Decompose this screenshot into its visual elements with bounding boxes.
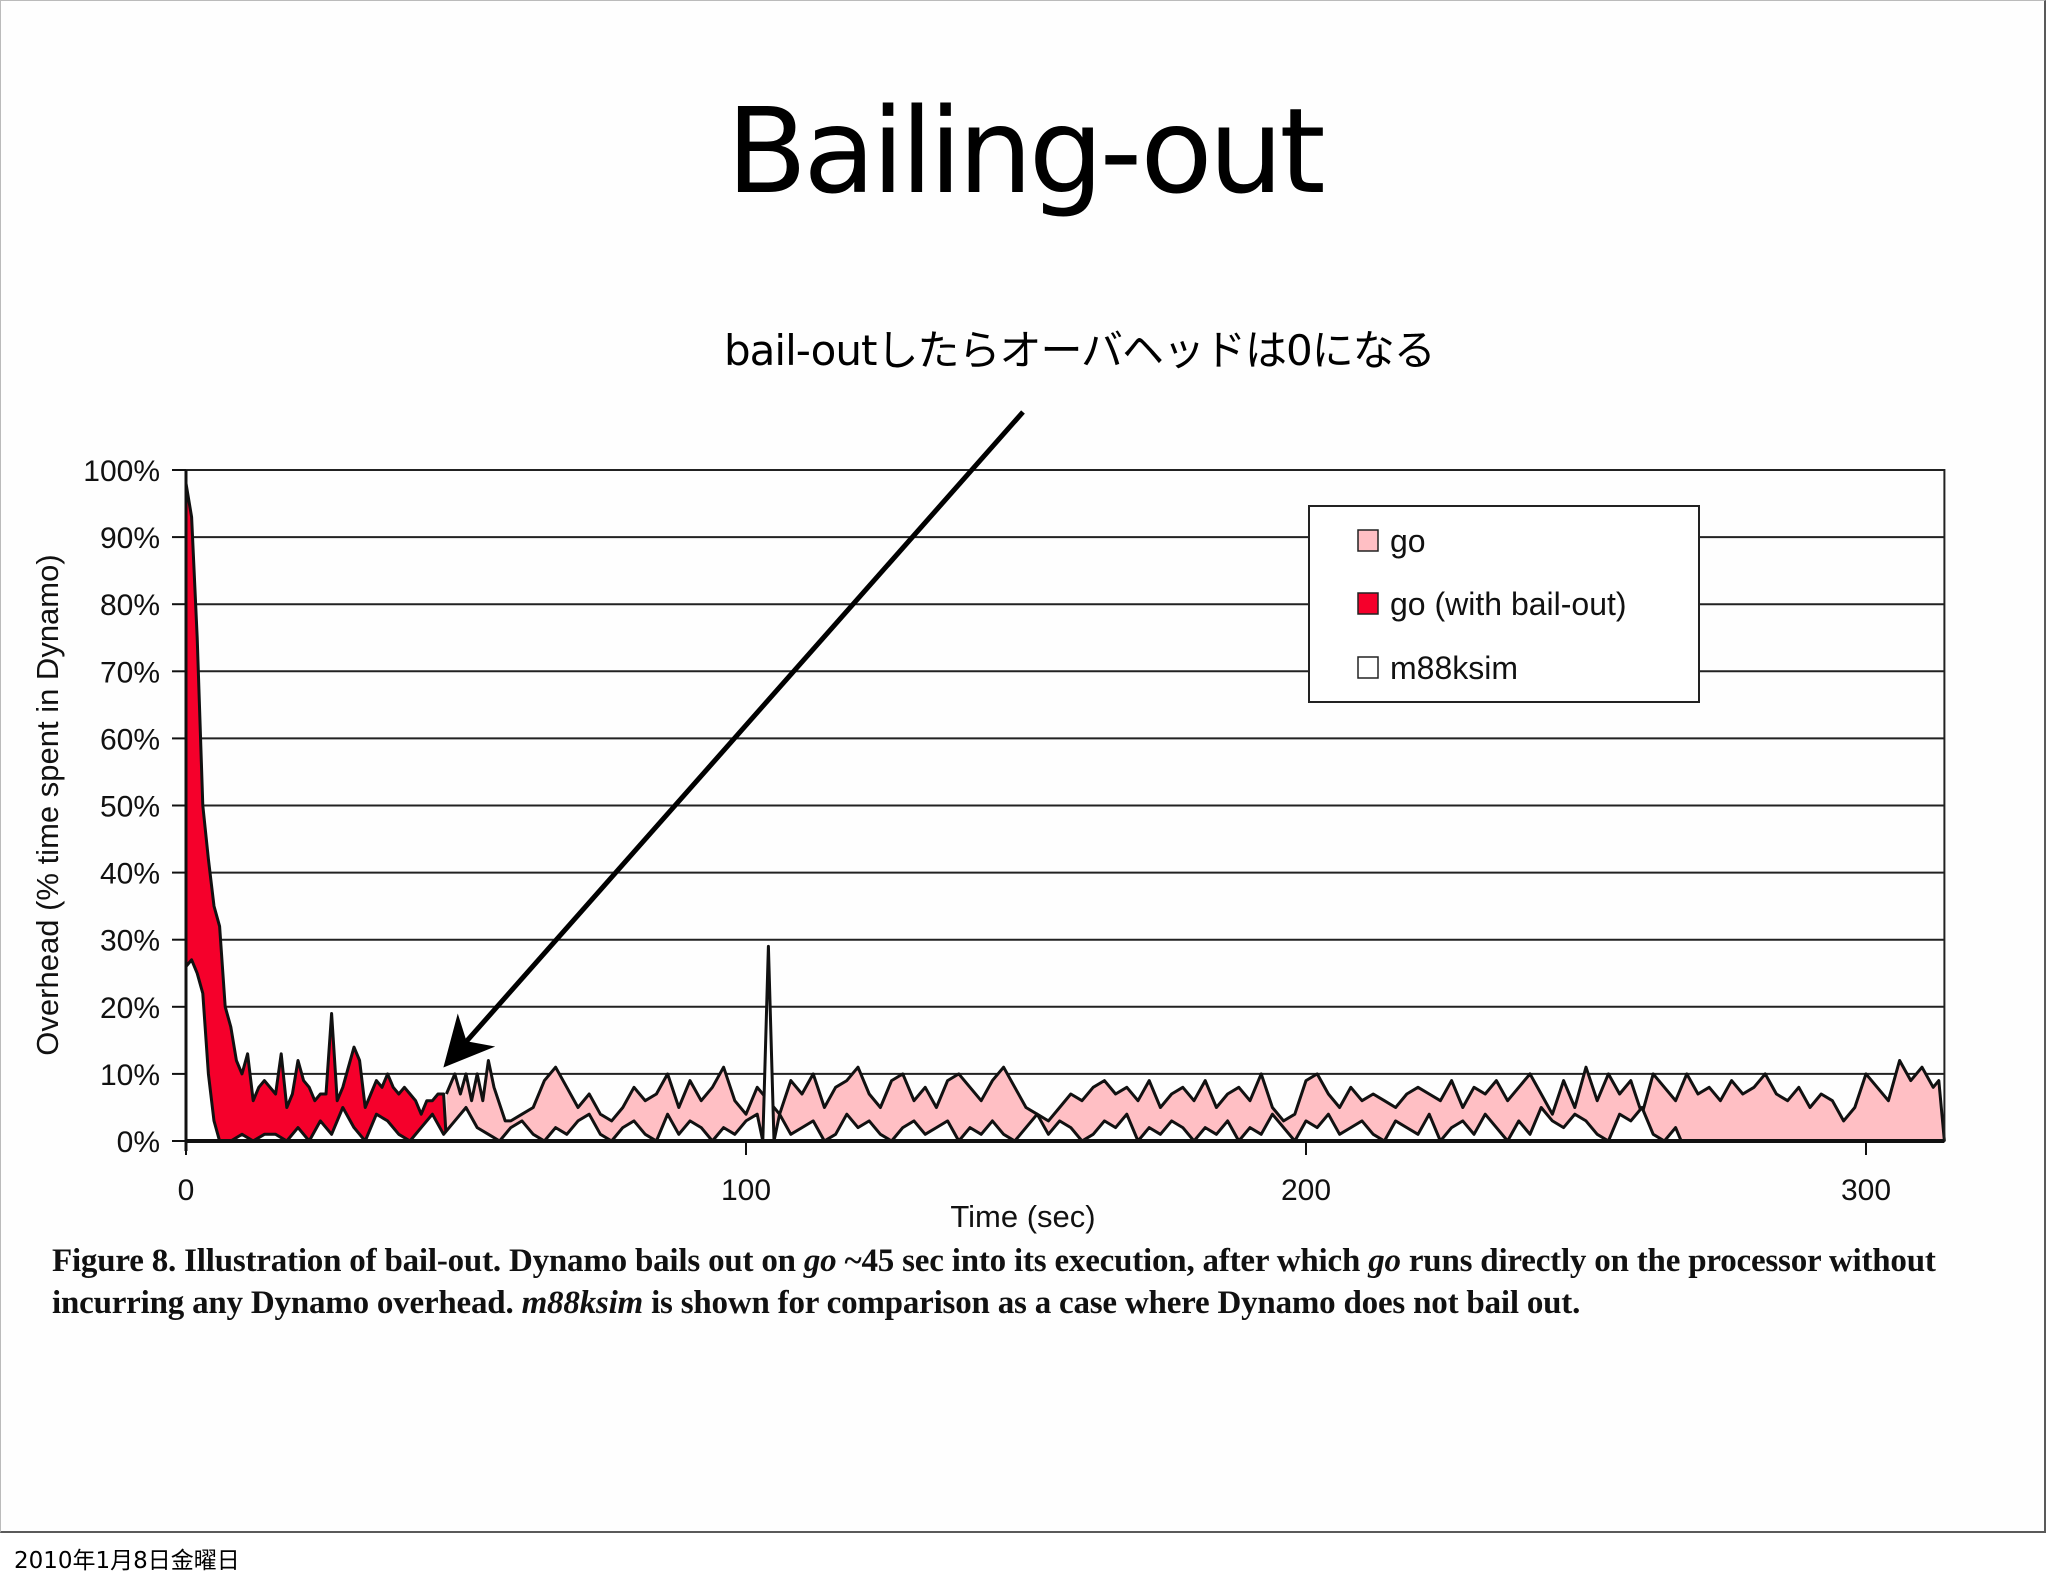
y-tick-label: 20% xyxy=(100,992,160,1025)
legend-swatch-go-bailout xyxy=(1357,592,1379,615)
x-axis-title: Time (sec) xyxy=(950,1199,1095,1234)
slide-frame xyxy=(0,0,2046,1533)
legend-swatch-m88ksim xyxy=(1357,656,1379,679)
y-tick-label: 10% xyxy=(100,1059,160,1092)
y-tick-label: 70% xyxy=(100,656,160,689)
legend-swatch-go xyxy=(1357,529,1379,552)
caption-text: ~45 sec into its execution, after which xyxy=(836,1243,1369,1279)
plot-areas xyxy=(184,483,1946,1143)
annotation-arrow xyxy=(443,410,1025,1068)
y-axis-ticks: 0% 10% 20% 30% 40% 50% 60% 70% 80% 90% 100% xyxy=(83,455,186,1159)
x-tick-label: 100 xyxy=(721,1174,771,1207)
x-tick-label: 200 xyxy=(1281,1174,1331,1207)
area-go-with-bail-out- xyxy=(186,483,447,1141)
y-tick-label: 50% xyxy=(100,791,160,824)
caption-text: runs directly on the processor without i… xyxy=(52,1243,1936,1321)
caption-go: go xyxy=(1368,1243,1401,1279)
x-tick-label: 300 xyxy=(1841,1174,1891,1207)
caption-text: is shown for comparison as a case where … xyxy=(643,1285,1581,1321)
caption-text: Figure 8. Illustration of bail-out. Dyna… xyxy=(52,1243,804,1279)
x-axis-ticks: 0 100 200 300 xyxy=(178,1141,1891,1207)
chart-legend: go go (with bail-out) m88ksim xyxy=(1308,505,1700,703)
footer-date: 2010年1月8日金曜日 xyxy=(14,1548,240,1574)
figure-caption: Figure 8. Illustration of bail-out. Dyna… xyxy=(52,1240,2012,1324)
y-tick-label: 0% xyxy=(117,1126,160,1159)
caption-m88ksim: m88ksim xyxy=(521,1285,644,1321)
caption-go: go xyxy=(803,1243,837,1279)
y-tick-label: 40% xyxy=(100,858,160,891)
legend-label-go-bailout: go (with bail-out) xyxy=(1390,586,1627,622)
annotation-text: bail-outしたらオーバヘッドは0になる xyxy=(724,326,1436,375)
y-tick-label: 30% xyxy=(100,925,160,958)
y-tick-label: 60% xyxy=(100,723,160,756)
legend-label-go: go xyxy=(1390,523,1426,559)
y-tick-label: 100% xyxy=(83,455,160,488)
y-tick-label: 80% xyxy=(100,589,160,622)
x-tick-label: 0 xyxy=(178,1174,195,1207)
y-axis-title: Overhead (% time spent in Dynamo) xyxy=(30,554,65,1055)
slide-title: Bailing-out xyxy=(726,82,1325,220)
legend-label-m88ksim: m88ksim xyxy=(1390,650,1518,686)
y-tick-label: 90% xyxy=(100,522,160,555)
